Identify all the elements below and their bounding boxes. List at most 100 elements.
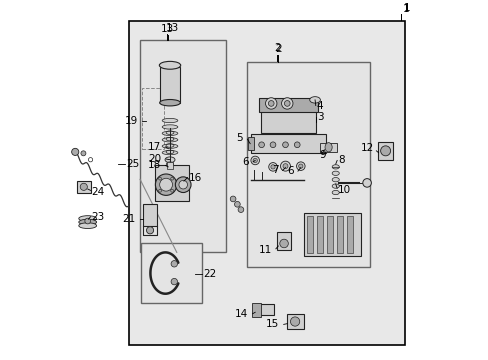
Text: 21: 21 bbox=[122, 213, 135, 224]
Circle shape bbox=[380, 146, 390, 156]
Bar bbox=[160, 67, 180, 103]
Circle shape bbox=[170, 189, 173, 192]
Ellipse shape bbox=[331, 184, 339, 188]
Bar bbox=[286, 314, 303, 329]
Circle shape bbox=[85, 218, 90, 224]
Ellipse shape bbox=[331, 177, 339, 182]
Text: 20: 20 bbox=[148, 154, 162, 164]
Circle shape bbox=[258, 142, 264, 148]
Circle shape bbox=[155, 174, 177, 195]
Ellipse shape bbox=[162, 138, 178, 142]
Text: 9: 9 bbox=[319, 150, 325, 160]
Bar bbox=[316, 216, 323, 253]
Circle shape bbox=[280, 161, 290, 171]
Ellipse shape bbox=[325, 143, 331, 152]
Bar bbox=[128, 21, 404, 345]
Text: 6: 6 bbox=[286, 166, 293, 176]
Circle shape bbox=[238, 207, 244, 212]
Text: 4: 4 bbox=[316, 100, 323, 111]
Ellipse shape bbox=[159, 61, 181, 69]
Circle shape bbox=[268, 100, 273, 106]
Text: 17: 17 bbox=[147, 142, 161, 152]
Text: 1: 1 bbox=[403, 3, 410, 13]
Circle shape bbox=[80, 183, 87, 190]
Bar bbox=[320, 143, 336, 152]
Text: 7: 7 bbox=[271, 166, 278, 175]
Bar bbox=[77, 181, 90, 193]
Circle shape bbox=[171, 278, 177, 285]
Ellipse shape bbox=[331, 190, 339, 195]
Bar bbox=[336, 216, 343, 253]
Text: 3: 3 bbox=[316, 112, 323, 122]
Circle shape bbox=[179, 180, 187, 189]
Bar bbox=[304, 213, 360, 256]
Circle shape bbox=[158, 189, 161, 192]
Bar bbox=[167, 162, 173, 168]
Circle shape bbox=[268, 163, 277, 171]
Circle shape bbox=[294, 142, 300, 148]
Text: 2: 2 bbox=[274, 44, 281, 54]
Bar bbox=[254, 304, 273, 315]
Bar bbox=[252, 303, 261, 316]
Circle shape bbox=[265, 98, 276, 109]
Bar bbox=[250, 134, 325, 153]
Circle shape bbox=[279, 239, 288, 248]
Text: 11: 11 bbox=[258, 245, 271, 255]
Text: 1: 1 bbox=[402, 4, 409, 14]
Ellipse shape bbox=[162, 144, 178, 148]
Text: 19: 19 bbox=[124, 116, 137, 126]
Circle shape bbox=[81, 151, 86, 156]
Bar bbox=[306, 216, 313, 253]
Circle shape bbox=[296, 162, 305, 170]
Text: 15: 15 bbox=[265, 319, 279, 329]
Text: 16: 16 bbox=[188, 172, 202, 183]
Circle shape bbox=[282, 142, 288, 148]
Text: 8: 8 bbox=[338, 156, 344, 166]
Text: 12: 12 bbox=[360, 143, 373, 153]
Bar bbox=[141, 243, 202, 303]
Ellipse shape bbox=[79, 219, 97, 225]
Circle shape bbox=[283, 164, 287, 168]
Circle shape bbox=[290, 317, 299, 326]
Circle shape bbox=[175, 177, 191, 193]
Ellipse shape bbox=[331, 171, 339, 175]
Bar bbox=[142, 204, 157, 226]
Circle shape bbox=[146, 227, 153, 234]
Text: 25: 25 bbox=[126, 159, 139, 169]
Text: 18: 18 bbox=[147, 161, 161, 170]
Text: 6: 6 bbox=[242, 157, 248, 167]
Circle shape bbox=[160, 178, 172, 191]
Bar bbox=[155, 165, 189, 201]
Text: 2: 2 bbox=[273, 43, 280, 53]
Bar bbox=[247, 137, 254, 150]
Bar bbox=[260, 99, 315, 133]
Bar bbox=[140, 40, 225, 252]
Circle shape bbox=[270, 165, 275, 169]
Circle shape bbox=[281, 98, 292, 109]
Text: 13: 13 bbox=[161, 24, 174, 34]
Ellipse shape bbox=[331, 165, 339, 169]
Text: 13: 13 bbox=[165, 23, 178, 33]
Circle shape bbox=[298, 164, 303, 168]
Bar bbox=[378, 142, 392, 160]
Circle shape bbox=[234, 202, 240, 207]
Ellipse shape bbox=[162, 118, 178, 123]
Ellipse shape bbox=[79, 223, 97, 229]
Bar bbox=[277, 233, 290, 249]
Circle shape bbox=[252, 158, 257, 163]
Text: 10: 10 bbox=[338, 185, 351, 195]
Text: 5: 5 bbox=[236, 132, 243, 143]
Ellipse shape bbox=[160, 99, 180, 106]
Bar bbox=[247, 62, 369, 267]
Ellipse shape bbox=[162, 150, 178, 155]
Circle shape bbox=[72, 148, 79, 156]
Bar bbox=[346, 216, 352, 253]
Circle shape bbox=[284, 100, 289, 106]
Circle shape bbox=[230, 196, 236, 202]
Ellipse shape bbox=[164, 157, 175, 163]
Text: 23: 23 bbox=[91, 212, 104, 222]
Circle shape bbox=[362, 179, 370, 187]
Ellipse shape bbox=[162, 131, 178, 135]
Text: 22: 22 bbox=[203, 269, 216, 279]
Circle shape bbox=[170, 177, 173, 180]
